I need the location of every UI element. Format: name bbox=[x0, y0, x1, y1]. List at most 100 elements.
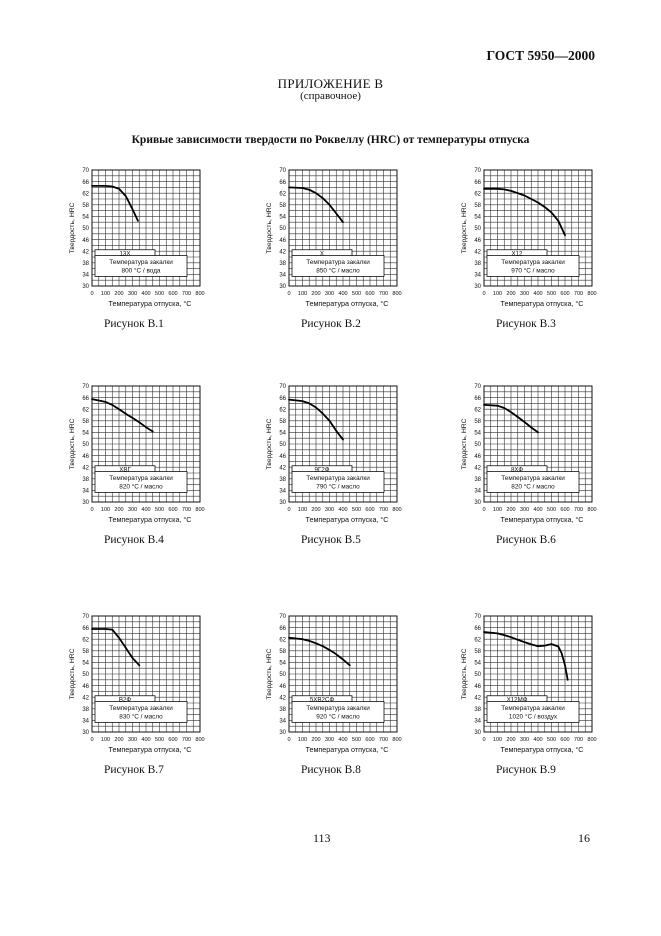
x-axis-label: Температура отпуска, °С bbox=[500, 299, 583, 308]
y-tick-label: 38 bbox=[279, 261, 286, 267]
hardness-curve bbox=[483, 403, 539, 434]
y-tick-label: 30 bbox=[474, 284, 481, 290]
y-tick-label: 70 bbox=[474, 168, 481, 174]
chart-9: 70 66 62 58 54 50 46 42 38 34 300 100 200 300 400 500 60… bbox=[461, 614, 597, 776]
x-tick-label: 200 bbox=[114, 291, 123, 297]
x-tick-label: 0 bbox=[90, 737, 93, 743]
x-tick-label: 700 bbox=[379, 291, 388, 297]
x-tick-label: 500 bbox=[352, 737, 361, 743]
x-tick-label: 100 bbox=[298, 737, 307, 743]
x-tick-label: 600 bbox=[365, 291, 374, 297]
plot-frame bbox=[91, 615, 201, 733]
y-tick-label: 50 bbox=[279, 442, 286, 448]
quench-box bbox=[486, 471, 580, 493]
y-tick-label: 38 bbox=[279, 707, 286, 713]
chart-6: 70 66 62 58 54 50 46 42 38 34 300 100 200 300 400 500 60… bbox=[461, 384, 597, 546]
x-tick-label: 800 bbox=[587, 737, 596, 743]
y-tick-label: 42 bbox=[474, 249, 481, 255]
x-tick-label: 600 bbox=[365, 737, 374, 743]
x-tick-label: 0 bbox=[90, 291, 93, 297]
steel-grade-label: Х12 bbox=[511, 251, 523, 258]
x-tick-label: 100 bbox=[493, 291, 502, 297]
x-tick-label: 300 bbox=[128, 507, 137, 513]
page-number: 113 bbox=[313, 831, 331, 845]
y-tick-label: 38 bbox=[474, 477, 481, 483]
y-tick-label: 66 bbox=[474, 626, 481, 632]
x-tick-label: 200 bbox=[506, 507, 515, 513]
x-tick-label: 800 bbox=[392, 291, 401, 297]
sheet-number: 16 bbox=[578, 831, 590, 845]
quench-box bbox=[291, 701, 385, 723]
x-tick-label: 200 bbox=[311, 507, 320, 513]
y-tick-label: 62 bbox=[279, 407, 286, 413]
y-axis-label: Твердость, HRC bbox=[69, 648, 76, 699]
x-tick-label: 100 bbox=[101, 291, 110, 297]
steel-grade-label: 9Г2Ф bbox=[315, 467, 330, 474]
figure-caption: Рисунок В.3 bbox=[496, 318, 556, 330]
y-axis-label: Твердость, HRC bbox=[461, 202, 468, 253]
x-tick-label: 300 bbox=[520, 507, 529, 513]
y-tick-label: 62 bbox=[279, 637, 286, 643]
x-tick-label: 100 bbox=[493, 507, 502, 513]
y-tick-label: 58 bbox=[279, 649, 286, 655]
y-tick-label: 62 bbox=[474, 637, 481, 643]
quench-value: 820 °С / масло bbox=[119, 483, 163, 491]
y-tick-label: 50 bbox=[82, 226, 89, 232]
y-axis-label: Твердость, HRC bbox=[461, 418, 468, 469]
x-tick-label: 400 bbox=[141, 507, 150, 513]
x-tick-label: 700 bbox=[574, 737, 583, 743]
y-tick-label: 42 bbox=[279, 465, 286, 471]
x-tick-label: 800 bbox=[392, 507, 401, 513]
plot-frame bbox=[91, 169, 201, 287]
y-tick-label: 58 bbox=[82, 419, 89, 425]
y-tick-label: 58 bbox=[82, 203, 89, 209]
y-tick-label: 54 bbox=[279, 431, 286, 437]
plot-frame bbox=[91, 385, 201, 503]
y-tick-label: 42 bbox=[82, 249, 89, 255]
x-tick-label: 300 bbox=[128, 737, 137, 743]
quench-box bbox=[291, 471, 385, 493]
y-tick-label: 34 bbox=[82, 273, 89, 279]
x-tick-label: 500 bbox=[155, 507, 164, 513]
y-tick-label: 70 bbox=[279, 168, 286, 174]
y-tick-label: 46 bbox=[279, 238, 286, 244]
plot-frame bbox=[483, 169, 593, 287]
figure-caption: Рисунок В.2 bbox=[301, 318, 361, 330]
y-tick-label: 42 bbox=[279, 695, 286, 701]
y-axis-label: Твердость, HRC bbox=[266, 648, 273, 699]
x-axis-label: Температура отпуска, °С bbox=[108, 745, 191, 754]
x-tick-label: 700 bbox=[379, 737, 388, 743]
x-tick-label: 400 bbox=[338, 291, 347, 297]
hardness-curve bbox=[288, 398, 344, 441]
x-tick-label: 300 bbox=[325, 291, 334, 297]
quench-box bbox=[486, 701, 580, 723]
y-tick-label: 58 bbox=[82, 649, 89, 655]
y-tick-label: 34 bbox=[474, 719, 481, 725]
y-tick-label: 58 bbox=[474, 203, 481, 209]
appendix-note: (справочное) bbox=[300, 90, 361, 102]
x-tick-label: 800 bbox=[587, 507, 596, 513]
y-tick-label: 46 bbox=[279, 454, 286, 460]
y-tick-label: 50 bbox=[82, 442, 89, 448]
y-tick-label: 70 bbox=[82, 614, 89, 620]
steel-grade-label: ХВГ bbox=[119, 467, 131, 474]
y-tick-label: 62 bbox=[279, 191, 286, 197]
y-tick-label: 62 bbox=[474, 191, 481, 197]
x-axis-label: Температура отпуска, °С bbox=[500, 515, 583, 524]
plot-frame bbox=[288, 385, 398, 503]
y-tick-label: 70 bbox=[279, 384, 286, 390]
y-tick-label: 42 bbox=[279, 249, 286, 255]
x-tick-label: 700 bbox=[574, 291, 583, 297]
x-tick-label: 200 bbox=[311, 737, 320, 743]
x-tick-label: 600 bbox=[560, 291, 569, 297]
y-tick-label: 34 bbox=[82, 719, 89, 725]
x-tick-label: 100 bbox=[101, 507, 110, 513]
x-tick-label: 600 bbox=[168, 737, 177, 743]
y-tick-label: 58 bbox=[474, 419, 481, 425]
quench-value: 970 °С / масло bbox=[511, 267, 555, 275]
quench-box bbox=[94, 701, 188, 723]
chart-1: 70 66 62 58 54 50 46 42 38 34 300 100 200 300 400 500 60… bbox=[69, 168, 205, 330]
y-tick-label: 42 bbox=[474, 695, 481, 701]
y-tick-label: 58 bbox=[279, 419, 286, 425]
